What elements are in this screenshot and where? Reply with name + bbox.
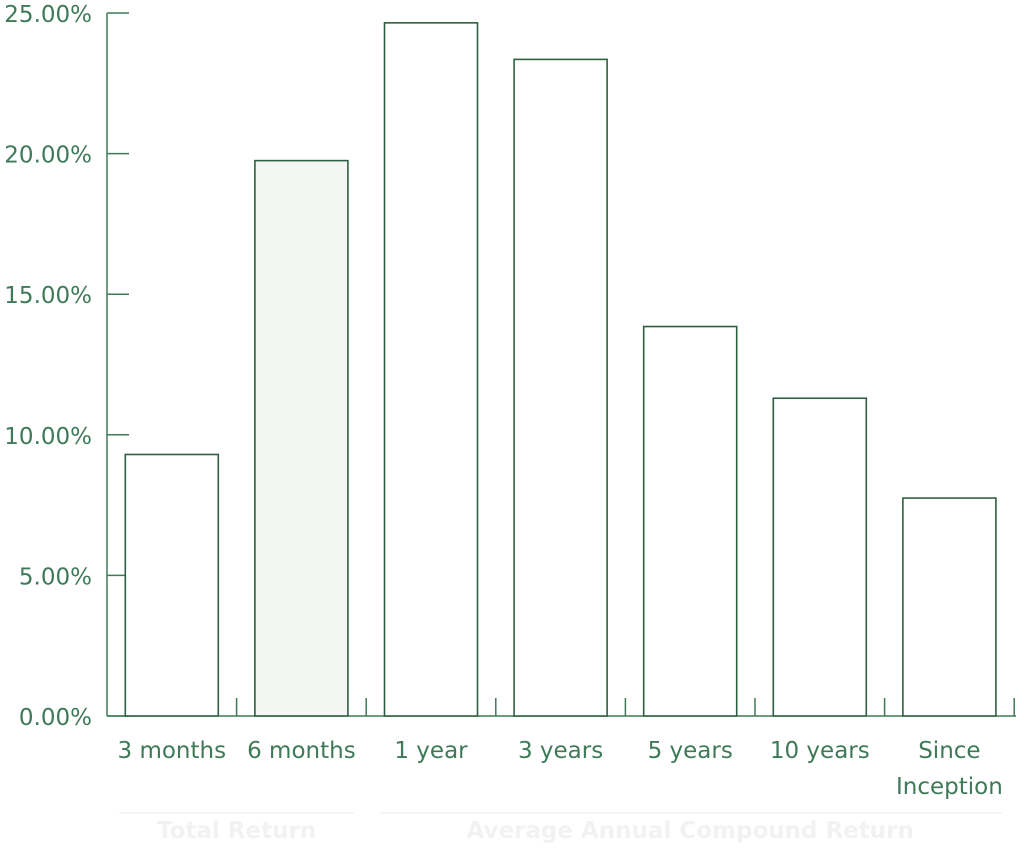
y-tick-label: 10.00% xyxy=(4,424,92,450)
x-group-label: Average Annual Compound Return xyxy=(467,818,914,844)
bar-5-years xyxy=(642,325,738,717)
bar-6-months xyxy=(254,159,349,717)
y-tick-label: 0.00% xyxy=(19,705,92,731)
bar-since-inception xyxy=(902,497,997,717)
x-group-label: Total Return xyxy=(157,818,316,844)
bar-3-months xyxy=(124,453,220,717)
y-tick-label: 20.00% xyxy=(4,143,92,169)
x-category-label: 1 year xyxy=(394,738,468,764)
x-category-label: Inception xyxy=(896,774,1003,800)
x-category-label: 6 months xyxy=(247,738,356,764)
x-category-label: 5 years xyxy=(648,738,733,764)
y-tick-label: 15.00% xyxy=(4,283,92,309)
bar-10-years xyxy=(772,397,868,717)
bar-1-year xyxy=(383,22,479,717)
bar-3-years xyxy=(513,58,608,717)
x-category-label: 3 months xyxy=(118,738,227,764)
x-category-label: Since xyxy=(918,738,980,764)
y-tick-label: 25.00% xyxy=(4,2,92,28)
x-category-label: 3 years xyxy=(518,738,603,764)
x-category-label: 10 years xyxy=(770,738,870,764)
y-tick-label: 5.00% xyxy=(19,564,92,590)
